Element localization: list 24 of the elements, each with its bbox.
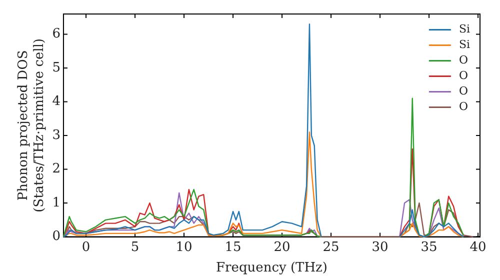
- y-axis-title: Phonon projected DOS (States/THz·primitive cell): [16, 38, 47, 212]
- x-tick-label: 0: [82, 240, 90, 255]
- y-tick-label: 6: [52, 26, 60, 42]
- y-tick-label: 3: [52, 128, 60, 143]
- x-tick-label: 10: [176, 240, 192, 255]
- x-tick-label: 35: [420, 240, 438, 255]
- legend-label: O: [458, 54, 468, 67]
- x-tick-label: 15: [224, 240, 242, 255]
- y-tick-label: 2: [52, 162, 60, 177]
- x-tick-label: 40: [470, 240, 486, 255]
- y-tick-label: 4: [52, 94, 60, 110]
- x-tick-label: 30: [372, 240, 388, 255]
- y-tick-label: 1: [52, 195, 60, 210]
- x-tick-label: 20: [274, 240, 290, 255]
- x-axis-title: Frequency (THz): [216, 260, 328, 276]
- legend-label: Si: [458, 38, 470, 52]
- legend-label: O: [458, 69, 468, 82]
- legend-label: O: [458, 100, 468, 114]
- x-tick-label: 25: [322, 240, 340, 255]
- y-tick-label: 0: [52, 229, 60, 244]
- y-tick-label: 5: [52, 60, 60, 76]
- x-tick-label: 5: [130, 240, 140, 255]
- legend-label: O: [458, 84, 468, 98]
- legend-label: Si: [458, 22, 470, 36]
